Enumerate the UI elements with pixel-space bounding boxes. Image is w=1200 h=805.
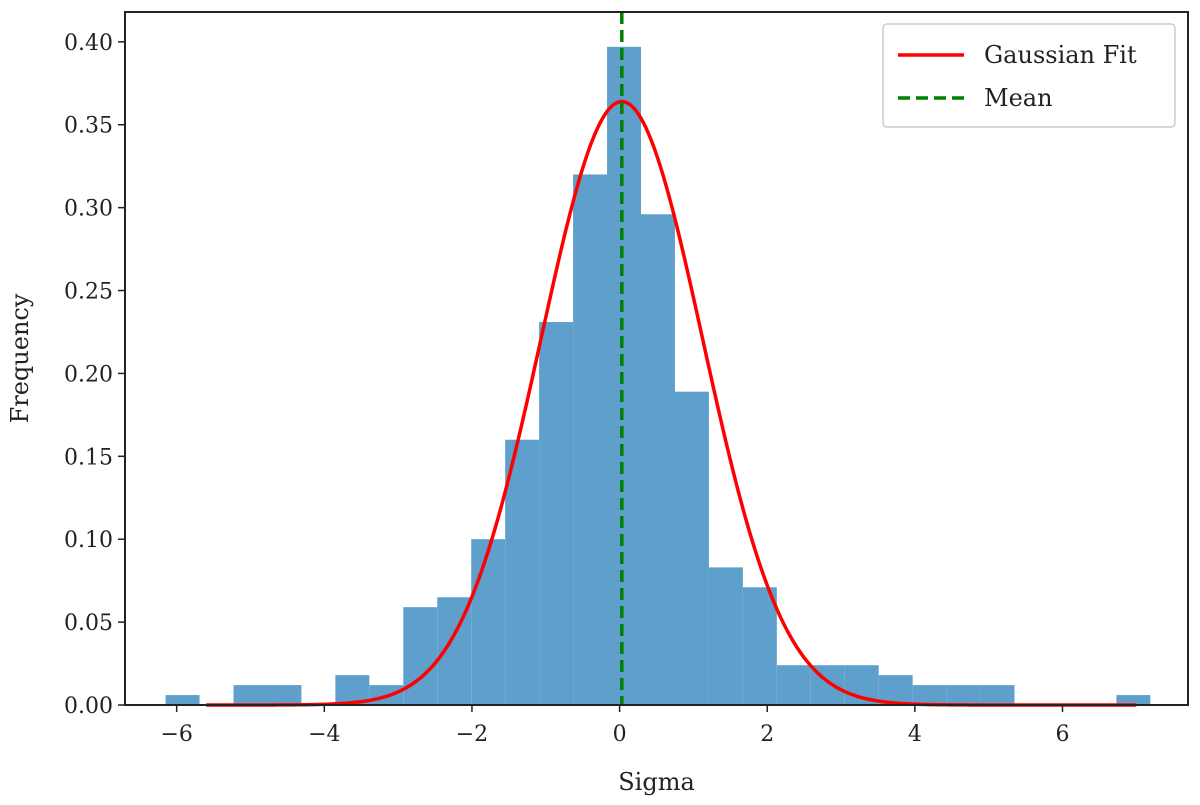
x-tick-label: 4 <box>908 722 922 747</box>
histogram-bar <box>912 685 947 705</box>
histogram-bar <box>708 567 743 705</box>
y-tick-label: 0.30 <box>64 197 113 222</box>
y-tick-label: 0.10 <box>64 528 113 553</box>
y-tick-label: 0.25 <box>64 280 113 305</box>
y-tick-label: 0.40 <box>64 31 113 56</box>
y-axis-label: Frequency <box>6 293 34 423</box>
legend-box <box>882 23 1176 128</box>
x-axis-ticks: −6 −4 −2 0 2 4 6 <box>160 705 1070 747</box>
histogram-bar <box>233 685 268 705</box>
histogram-bar <box>505 439 540 705</box>
x-axis-label: Sigma <box>618 768 695 796</box>
y-tick-label: 0.20 <box>64 362 113 387</box>
x-tick-label: −6 <box>160 722 192 747</box>
y-tick-label: 0.35 <box>64 114 113 139</box>
histogram-bar <box>539 322 574 705</box>
histogram-bar <box>878 675 913 705</box>
histogram-bar <box>267 685 302 705</box>
histogram-bar <box>674 391 709 705</box>
x-tick-label: 2 <box>760 722 774 747</box>
legend-fit-label: Gaussian Fit <box>984 41 1137 69</box>
legend-mean-label: Mean <box>984 84 1053 112</box>
histogram-bars <box>165 46 1151 705</box>
y-tick-label: 0.05 <box>64 611 113 636</box>
legend: Gaussian Fit Mean <box>882 23 1176 128</box>
y-tick-label: 0.15 <box>64 445 113 470</box>
histogram-bar <box>980 685 1015 705</box>
histogram-bar <box>607 46 641 705</box>
y-tick-label: 0.00 <box>64 694 113 719</box>
histogram-bar <box>1116 695 1151 705</box>
x-tick-label: −4 <box>308 722 340 747</box>
histogram-bar <box>471 539 506 705</box>
x-tick-label: −2 <box>456 722 488 747</box>
y-axis-ticks: 0.00 0.05 0.10 0.15 0.20 0.25 0.30 0.35 0.40 <box>64 31 125 719</box>
histogram-bar <box>403 607 438 705</box>
histogram-bar <box>640 214 675 705</box>
histogram-bar <box>573 174 608 705</box>
x-tick-label: 0 <box>613 722 627 747</box>
histogram-bar <box>946 685 981 705</box>
x-tick-label: 6 <box>1056 722 1070 747</box>
histogram-bar <box>165 695 200 705</box>
histogram-bar <box>742 587 777 705</box>
plot-frame <box>124 11 1189 706</box>
histogram-bar <box>776 665 811 705</box>
